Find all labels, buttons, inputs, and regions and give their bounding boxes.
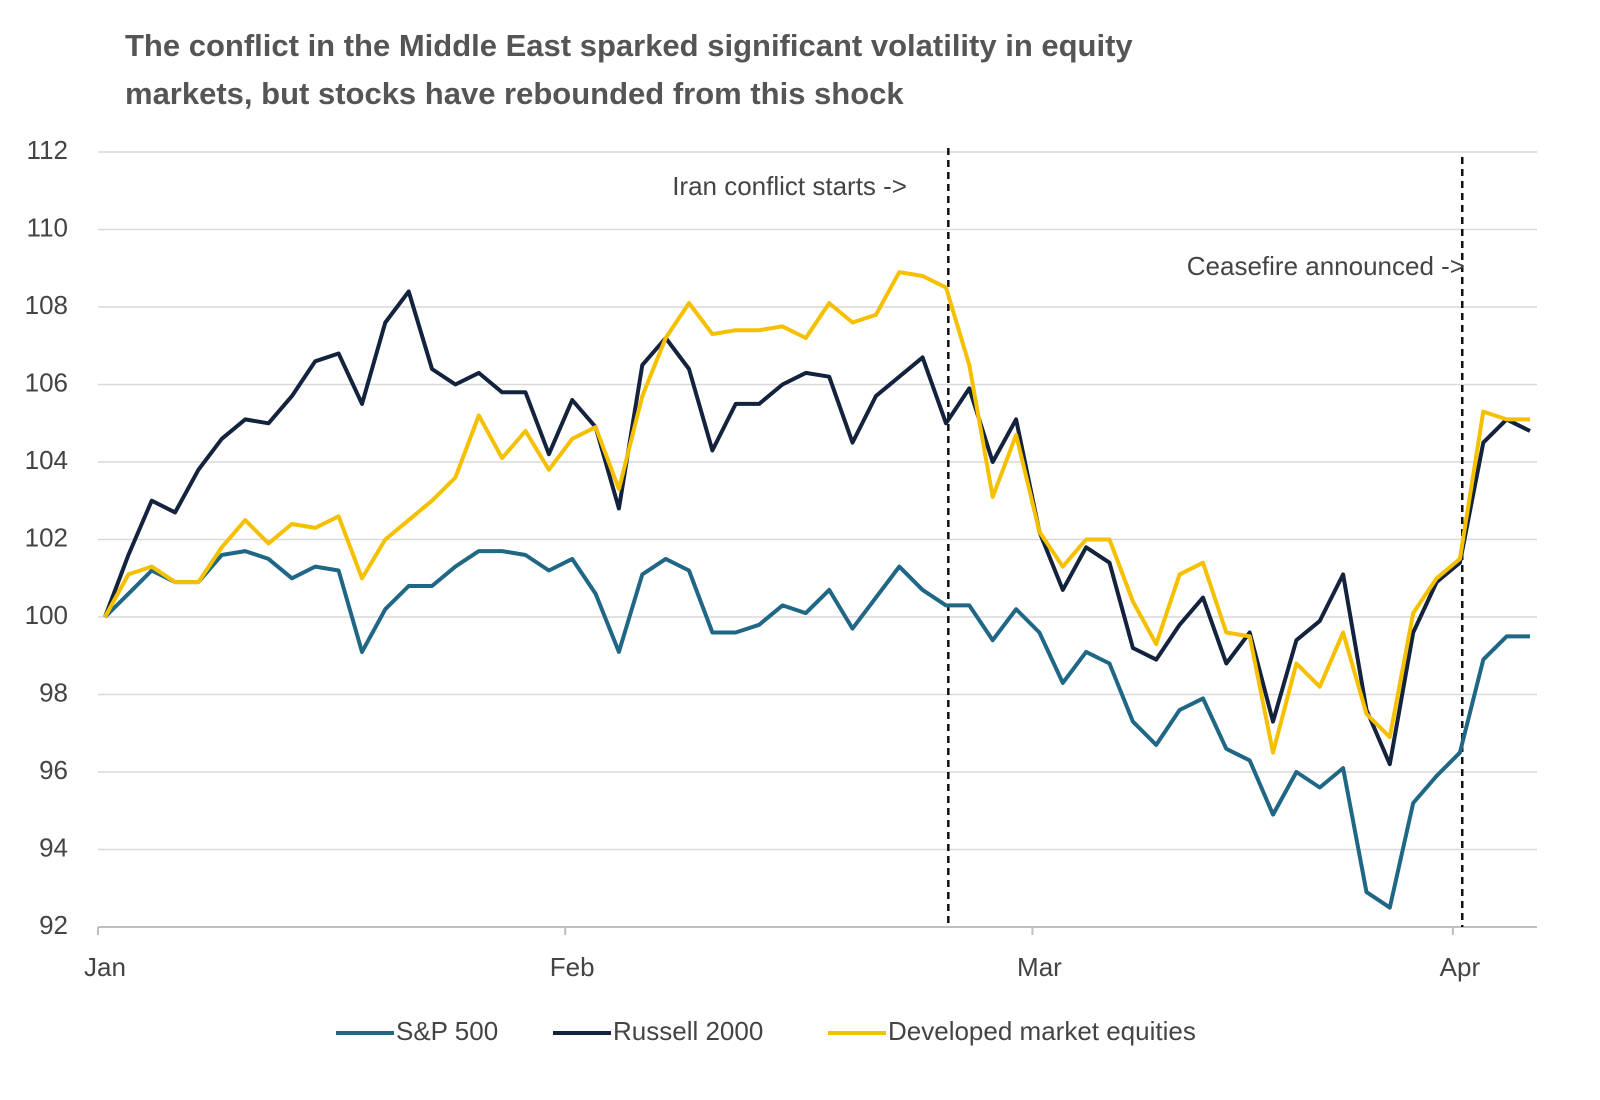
y-tick-label: 106	[25, 367, 68, 397]
series-line	[103, 270, 1530, 755]
y-tick-label: 104	[25, 445, 68, 475]
chart-title: markets, but stocks have rebounded from …	[125, 76, 904, 111]
x-tick-label: Jan	[84, 952, 126, 982]
y-tick-label: 100	[25, 600, 68, 630]
y-tick-label: 92	[39, 910, 68, 940]
annotation: Ceasefire announced ->	[1187, 251, 1465, 281]
series-line	[103, 289, 1531, 767]
y-tick-label: 96	[39, 755, 68, 785]
y-tick-label: 94	[39, 832, 68, 862]
y-tick-label: 98	[39, 677, 68, 707]
legend-label: Developed market equities	[888, 1016, 1196, 1046]
x-tick-label: Apr	[1440, 952, 1481, 982]
legend-label: S&P 500	[396, 1016, 498, 1046]
annotation: Iran conflict starts ->	[672, 171, 907, 201]
x-tick-label: Mar	[1017, 952, 1062, 982]
x-tick-label: Feb	[550, 952, 595, 982]
y-tick-label: 112	[27, 135, 68, 165]
y-tick-label: 110	[27, 212, 68, 242]
y-tick-label: 102	[25, 522, 68, 552]
series-line	[103, 549, 1530, 910]
chart-title: The conflict in the Middle East sparked …	[125, 28, 1133, 63]
y-tick-label: 108	[25, 290, 68, 320]
legend-label: Russell 2000	[613, 1016, 763, 1046]
